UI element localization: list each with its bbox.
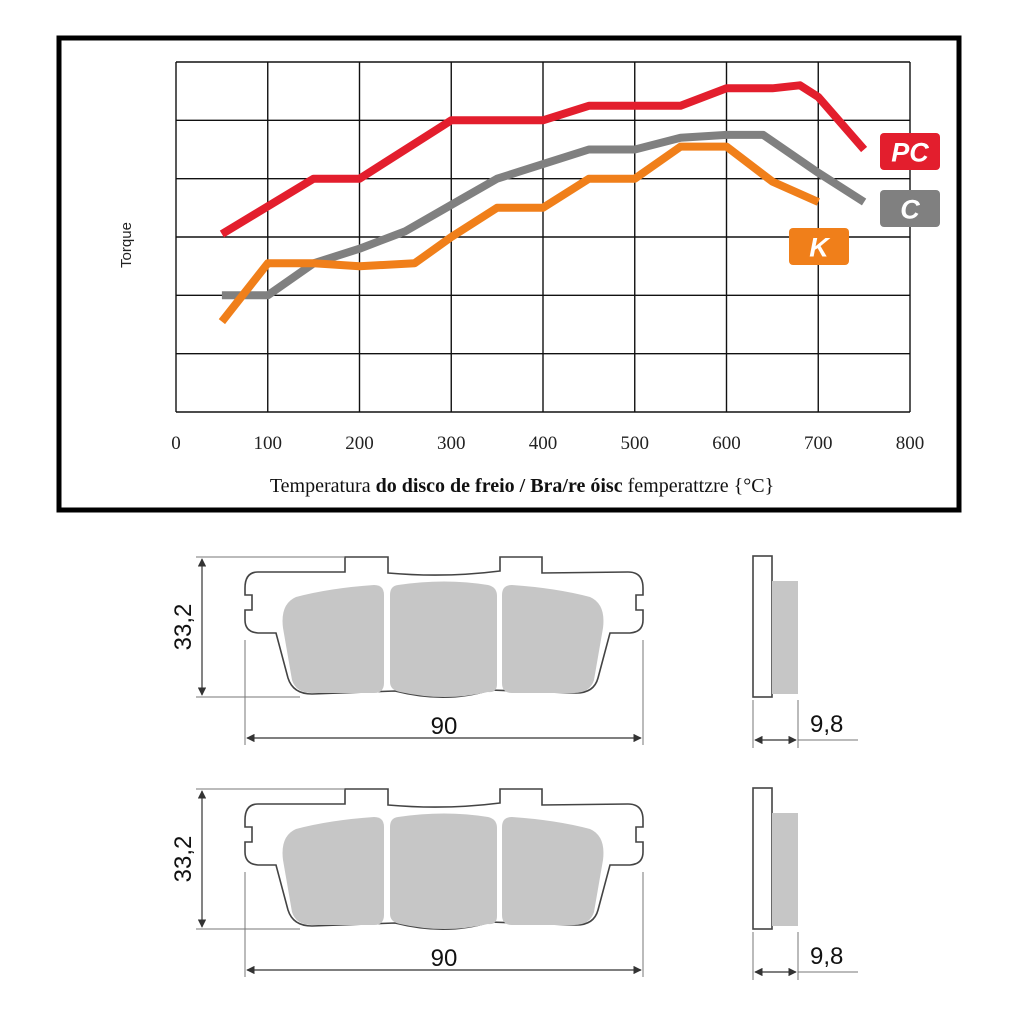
pad-friction-segment-center bbox=[390, 813, 497, 929]
pad-friction-segment-center bbox=[390, 581, 497, 697]
x-axis-title-part: do disco de freio / Bra/re óisc bbox=[376, 475, 623, 497]
legend-badge-c: C bbox=[880, 190, 940, 227]
height-dimension-label: 33,2 bbox=[170, 836, 197, 883]
legend-badge-pc: PC bbox=[880, 133, 940, 170]
thickness-dimension-label: 9,8 bbox=[810, 943, 843, 970]
pad-friction-segment-right bbox=[502, 585, 604, 693]
series-line-c bbox=[221, 130, 867, 300]
x-tick-label: 200 bbox=[345, 433, 374, 454]
series-line-pc bbox=[219, 81, 868, 238]
x-tick-label: 0 bbox=[171, 433, 181, 454]
pad-friction-segment-right bbox=[502, 817, 604, 925]
pad-side-friction bbox=[772, 581, 798, 694]
x-tick-label: 100 bbox=[254, 433, 283, 454]
legend-badge-bg bbox=[880, 133, 940, 170]
torque-chart: 0 100 200 300 400 500 600 700 800 Torque Temperatu… bbox=[56, 35, 962, 513]
width-dimension-label: 90 bbox=[431, 713, 458, 740]
thickness-dimension-label: 9,8 bbox=[810, 711, 843, 738]
legend-badge-k: K bbox=[789, 228, 849, 265]
width-dimension-label: 90 bbox=[431, 945, 458, 972]
x-tick-label: 300 bbox=[437, 433, 466, 454]
x-tick-label: 700 bbox=[804, 433, 833, 454]
x-tick-label: 500 bbox=[621, 433, 650, 454]
x-axis-title-part: Temperatura bbox=[270, 475, 376, 497]
y-axis-label: Torque bbox=[118, 222, 135, 268]
legend-badge-label: C bbox=[900, 195, 920, 225]
pad-diagram-2: 33,2 90 9,8 bbox=[170, 787, 858, 980]
legend-badge-bg bbox=[789, 228, 849, 265]
pad-friction-segment-left bbox=[282, 817, 384, 925]
pad-backing-plate bbox=[244, 556, 644, 699]
x-tick-label: 400 bbox=[529, 433, 558, 454]
legend-badge-label: PC bbox=[891, 138, 929, 168]
x-tick-label: 800 bbox=[896, 433, 925, 454]
grid bbox=[175, 61, 911, 413]
pad-friction-segment-left bbox=[282, 585, 384, 693]
x-tick-label: 600 bbox=[712, 433, 741, 454]
x-axis-title: Temperatura do disco de freio / Bra/re ó… bbox=[270, 475, 774, 497]
legend-badge-label: K bbox=[809, 233, 831, 263]
pad-diagram-1: 33,2 90 9,8 bbox=[170, 555, 858, 748]
pad-side-friction bbox=[772, 813, 798, 926]
pad-side-plate bbox=[752, 555, 773, 698]
legend-badge-bg bbox=[880, 190, 940, 227]
series-line-k bbox=[218, 142, 820, 325]
x-axis-title-part: femperattzre {°C} bbox=[623, 475, 775, 497]
height-dimension-label: 33,2 bbox=[170, 604, 197, 651]
pad-side-plate bbox=[752, 787, 773, 930]
pad-backing-plate bbox=[244, 788, 644, 931]
